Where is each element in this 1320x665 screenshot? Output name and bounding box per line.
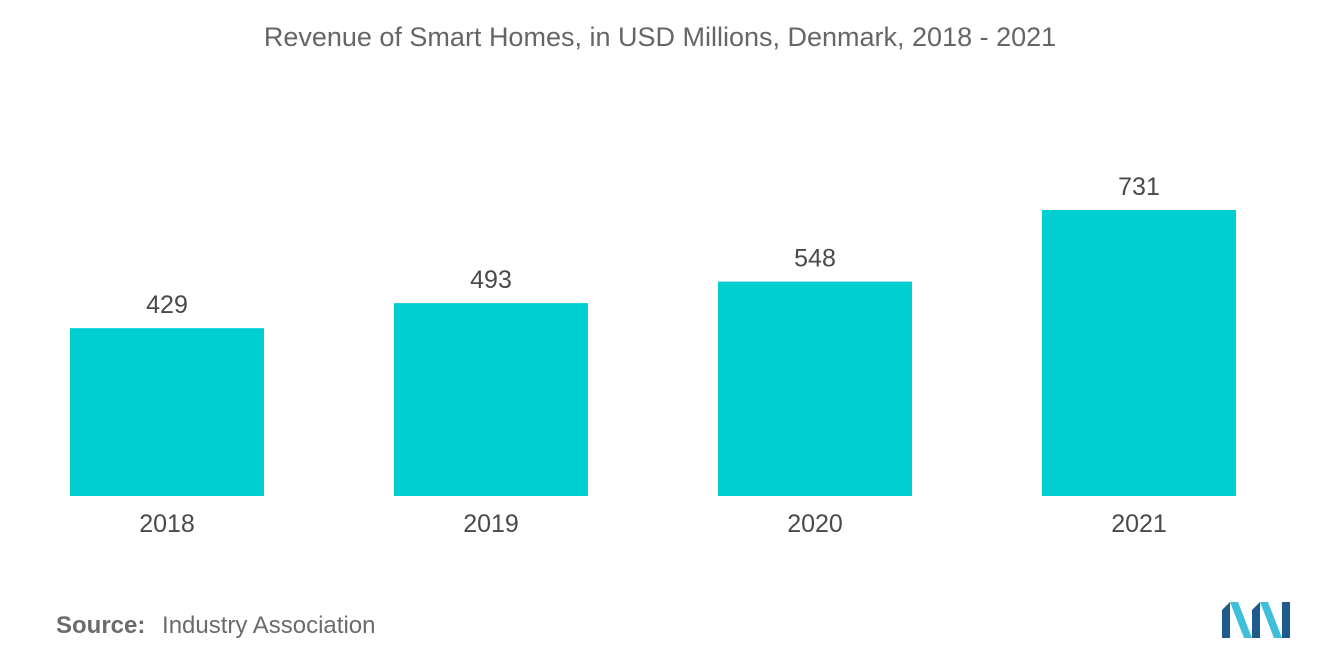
bars-layer [70, 210, 1236, 496]
bar-2019 [394, 303, 588, 496]
source-note: Source: Industry Association [56, 612, 375, 640]
value-label-2020: 548 [794, 245, 836, 273]
bar-chart: 429 493 548 731 2018 2019 2020 2021 [70, 173, 1236, 538]
logo-shape-4 [1260, 602, 1282, 638]
source-text: Industry Association [162, 612, 376, 639]
value-label-2018: 429 [146, 291, 188, 319]
tick-label-2021: 2021 [1111, 510, 1167, 538]
logo-shape-3 [1252, 602, 1260, 638]
tick-label-2018: 2018 [139, 510, 195, 538]
source-label: Source: [56, 612, 146, 639]
x-axis-tick-labels: 2018 2019 2020 2021 [139, 510, 1167, 538]
chart-title: Revenue of Smart Homes, in USD Millions,… [263, 22, 1057, 52]
bar-2018 [70, 328, 264, 496]
tick-label-2020: 2020 [787, 510, 843, 538]
value-label-2019: 493 [470, 266, 512, 294]
value-labels-layer: 429 493 548 731 [146, 173, 1160, 319]
bar-2020 [718, 281, 912, 496]
value-label-2021: 731 [1118, 173, 1160, 201]
logo-shape-5 [1282, 602, 1290, 638]
bar-2021 [1042, 210, 1236, 496]
tick-label-2019: 2019 [463, 510, 519, 538]
logo-shape-2 [1230, 602, 1252, 638]
logo-shape-1 [1222, 602, 1230, 638]
mordor-intelligence-logo-icon [1222, 602, 1290, 638]
